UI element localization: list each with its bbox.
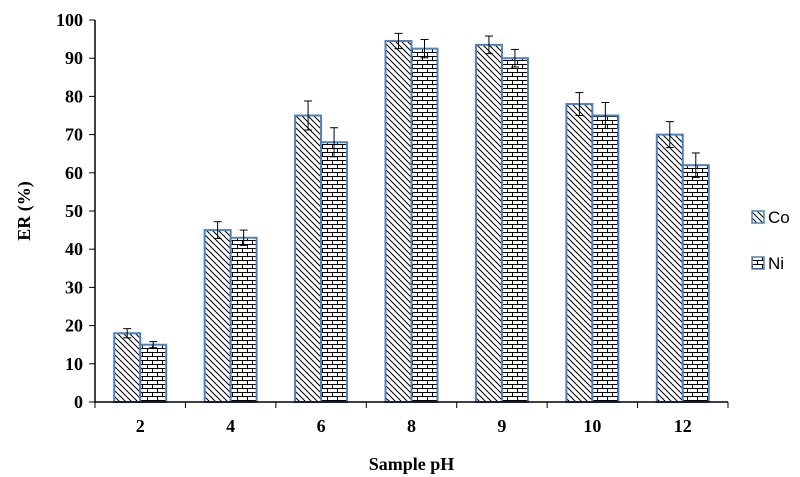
x-axis-ticks: 2 4 6 8 9 10 12: [94, 402, 729, 436]
bar-co-ph-6: [294, 114, 323, 403]
bars: [113, 32, 710, 404]
bar-ni-ph-12: [681, 164, 710, 403]
bar-ni-ph-6: [320, 141, 349, 404]
y-axis-title: ER (%): [14, 181, 35, 241]
y-tick-label: 70: [65, 125, 83, 145]
y-axis-ticks: 0 10 20 30 40 50 60 70 80 90 100: [56, 10, 95, 412]
y-tick-label: 50: [65, 201, 83, 221]
x-tick-label: 2: [136, 416, 145, 436]
bar-ni-ph-8: [410, 47, 439, 404]
bar-co-ph-4: [203, 229, 232, 403]
x-tick-label: 4: [226, 416, 235, 436]
axes: [94, 20, 728, 403]
legend-label-co: Co: [768, 208, 790, 227]
legend-swatch-co: [751, 210, 765, 224]
bar-co-ph-2: [113, 332, 142, 403]
y-tick-label: 30: [65, 277, 83, 297]
y-tick-label: 0: [74, 392, 83, 412]
bar-co-ph-8: [384, 40, 413, 403]
x-tick-label: 8: [407, 416, 416, 436]
bar-ni-ph-2: [139, 343, 168, 404]
legend-swatch-ni: [751, 256, 765, 270]
x-tick-label: 10: [583, 416, 601, 436]
x-tick-label: 6: [317, 416, 326, 436]
bar-co-ph-10: [565, 103, 594, 403]
x-tick-label: 12: [674, 416, 692, 436]
x-axis-title: Sample pH: [369, 454, 455, 474]
y-tick-label: 40: [65, 239, 83, 259]
bar-ni-ph-10: [591, 114, 620, 403]
y-tick-label: 10: [65, 354, 83, 374]
bar-co-ph-12: [655, 133, 684, 403]
y-tick-label: 80: [65, 86, 83, 106]
bar-co-ph-9: [474, 43, 503, 404]
bar-ni-ph-9: [500, 57, 529, 403]
x-tick-label: 9: [497, 416, 506, 436]
legend-label-ni: Ni: [768, 254, 784, 273]
y-tick-label: 90: [65, 48, 83, 68]
y-tick-label: 60: [65, 163, 83, 183]
bar-ni-ph-4: [229, 236, 258, 403]
y-tick-label: 20: [65, 316, 83, 336]
y-tick-label: 100: [56, 10, 83, 30]
legend: Co Ni: [751, 208, 790, 273]
